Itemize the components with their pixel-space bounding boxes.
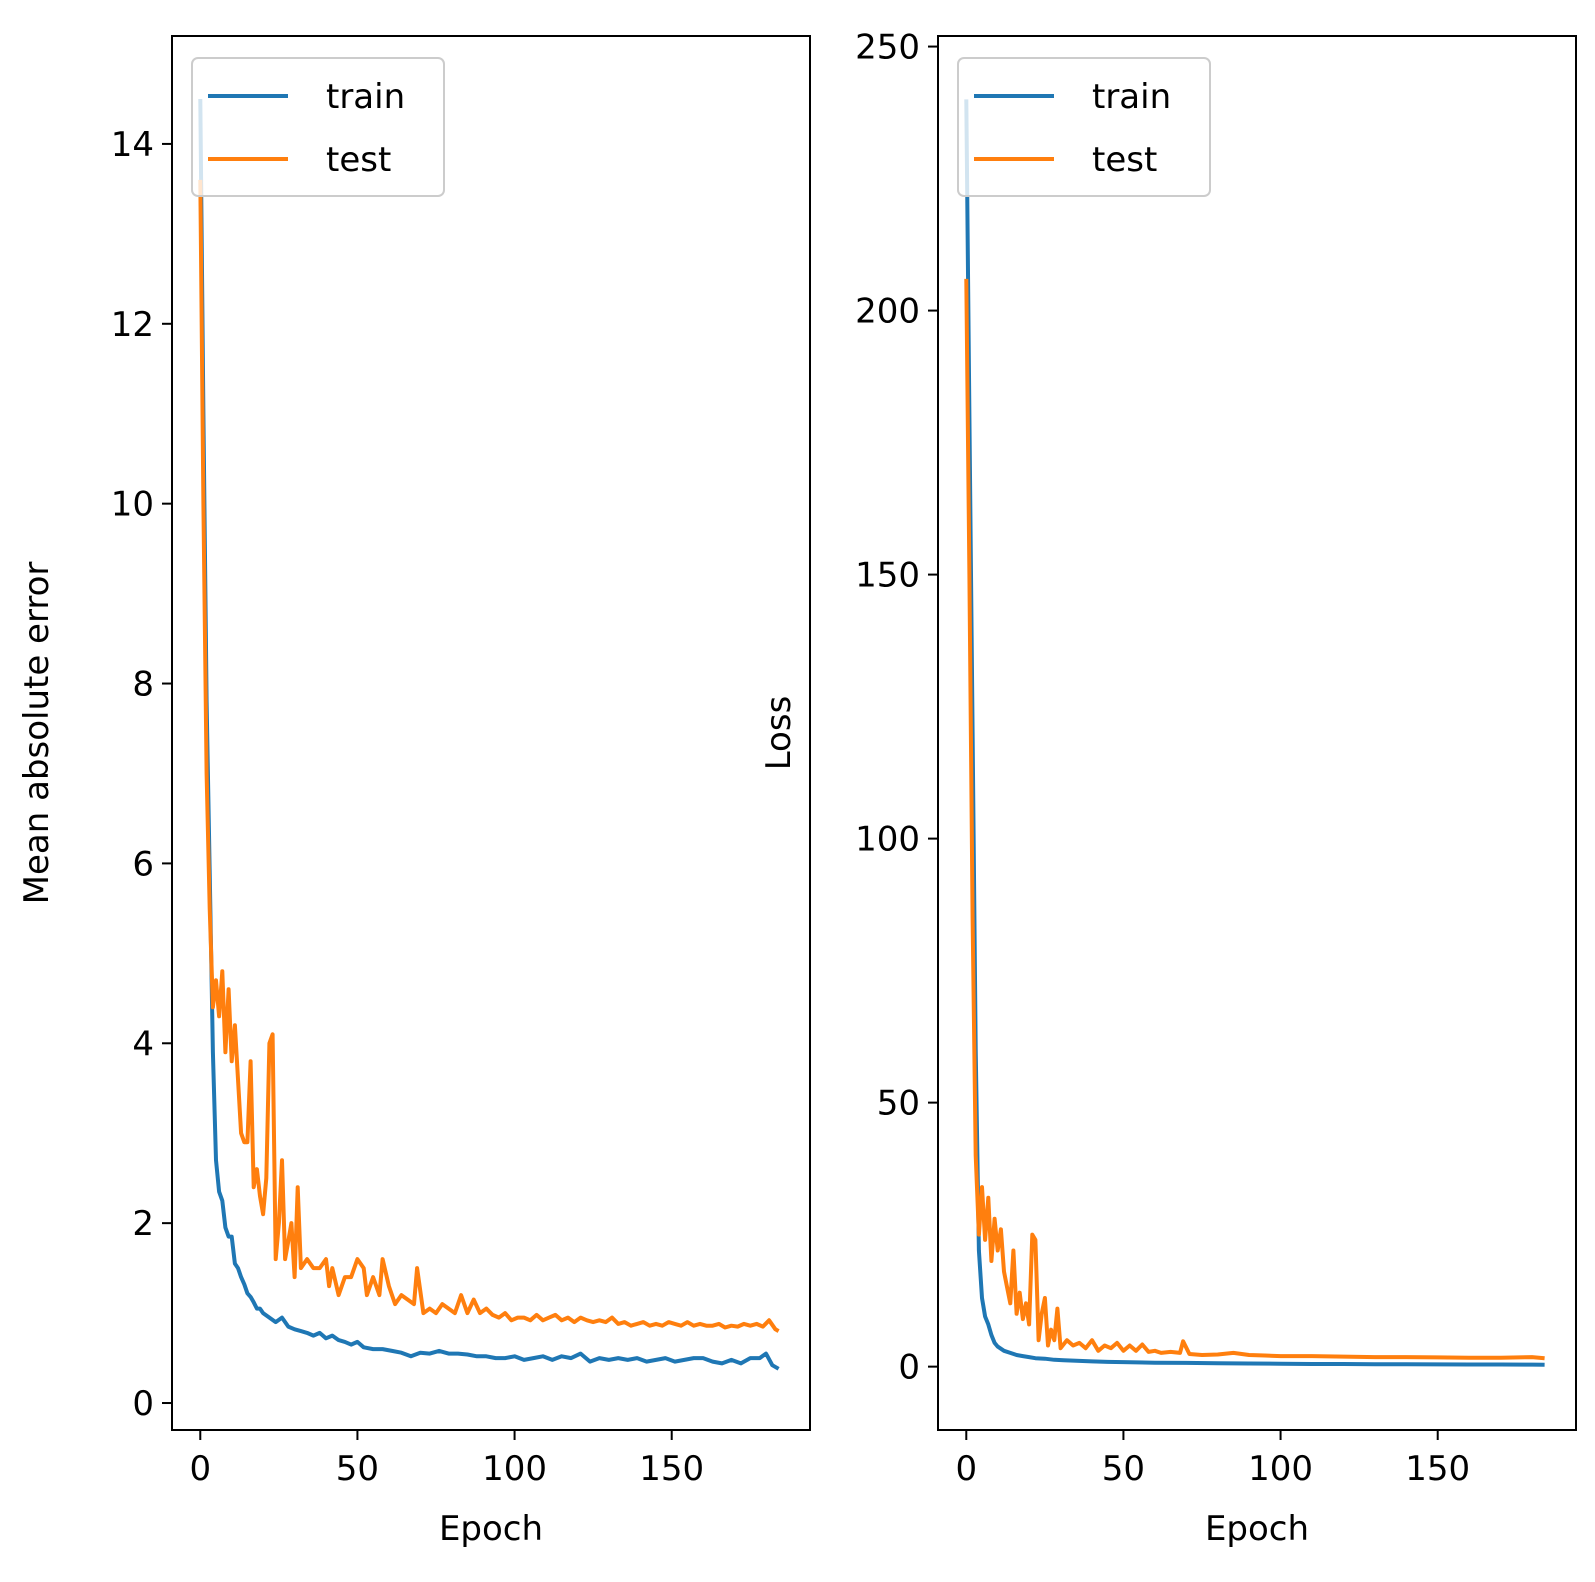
x-tick-label: 100	[1248, 1449, 1313, 1489]
legend-label-test: test	[326, 140, 391, 180]
legend: train test	[191, 57, 445, 197]
legend-label-train: train	[1092, 77, 1171, 117]
x-axis-label: Epoch	[1205, 1509, 1309, 1549]
x-tick-label: 150	[1405, 1449, 1470, 1489]
x-tick-label: 50	[336, 1449, 379, 1489]
x-tick-label: 50	[1102, 1449, 1145, 1489]
y-tick-label: 250	[855, 28, 920, 68]
x-tick-label: 0	[189, 1449, 211, 1489]
y-tick-label: 50	[877, 1084, 920, 1124]
series-line-train	[964, 99, 1545, 1367]
x-tick-label: 100	[482, 1449, 547, 1489]
plot-frame	[937, 35, 1577, 1431]
plot-frame	[171, 35, 811, 1431]
legend-label-test: test	[1092, 140, 1157, 180]
y-tick-label: 6	[132, 844, 154, 884]
legend: train test	[957, 57, 1211, 197]
y-tick-label: 14	[111, 125, 154, 165]
series-line-test	[964, 278, 1545, 1361]
x-tick-label: 150	[639, 1449, 704, 1489]
x-axis-label: Epoch	[439, 1509, 543, 1549]
y-tick-label: 4	[132, 1024, 154, 1064]
y-tick-label: 100	[855, 820, 920, 860]
legend-box	[957, 57, 1211, 197]
chart-panel-2: 0 50 100 150 0 50 100 150 200 250 Epoch Loss train te…	[759, 28, 1577, 1549]
y-axis-label: Loss	[759, 696, 799, 771]
legend-label-train: train	[326, 77, 405, 117]
series-line-test	[198, 179, 780, 1333]
x-tick-label: 0	[955, 1449, 977, 1489]
y-tick-label: 150	[855, 556, 920, 596]
legend-box	[191, 57, 445, 197]
y-tick-label: 12	[111, 305, 154, 345]
y-tick-label: 2	[132, 1204, 154, 1244]
y-tick-label: 0	[898, 1348, 920, 1388]
series-line-train	[198, 98, 780, 1371]
y-tick-label: 8	[132, 665, 154, 705]
y-tick-label: 0	[132, 1384, 154, 1424]
y-tick-label: 10	[111, 485, 154, 525]
y-axis-label: Mean absolute error	[17, 562, 57, 905]
chart-panel-1: 0 50 100 150 0 2 4 6 8 10 12 14 Epoch Mean absolute e…	[17, 35, 811, 1549]
y-tick-label: 200	[855, 292, 920, 332]
